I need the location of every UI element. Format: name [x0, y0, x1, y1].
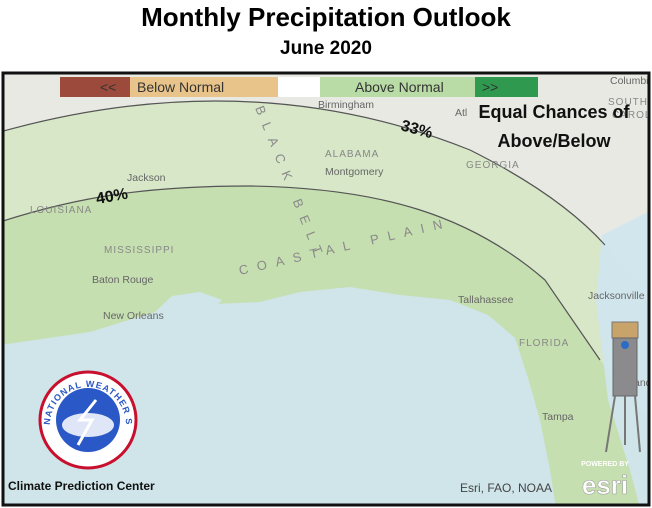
legend-label: Below Normal	[137, 79, 224, 95]
title: Monthly Precipitation Outlook	[141, 2, 511, 32]
legend-swatch	[278, 77, 320, 97]
legend-swatch	[60, 77, 130, 97]
legend-label: >>	[482, 79, 498, 95]
place: Jackson	[127, 172, 166, 184]
place: Montgomery	[325, 166, 384, 178]
attribution: Esri, FAO, NOAA	[460, 481, 552, 495]
contour-33	[3, 100, 606, 246]
rain-gauge	[605, 321, 641, 453]
place: ALABAMA	[325, 149, 379, 160]
place: Baton Rouge	[92, 274, 153, 286]
subtitle: June 2020	[280, 38, 372, 59]
legend-swatch	[130, 77, 278, 97]
place: New Orleans	[103, 310, 164, 322]
gulf-water	[3, 287, 556, 505]
place: FLORIDA	[519, 338, 569, 349]
place: Jacksonville	[588, 290, 645, 302]
place: Columbia	[610, 75, 652, 87]
place: CAROLINA	[612, 110, 652, 121]
annotation: Equal Chances of	[478, 102, 630, 122]
legend-label: <<	[100, 79, 116, 95]
esri-logo: esri	[582, 470, 628, 500]
place: GEORGIA	[466, 160, 520, 171]
powered-by: POWERED BY	[581, 461, 629, 468]
legend-swatch	[320, 77, 475, 97]
contour-label: 40%	[95, 186, 129, 208]
contour-40	[3, 185, 601, 361]
caption: Climate Prediction Center	[8, 479, 155, 493]
map-frame	[1, 71, 651, 507]
legend-label: Above Normal	[355, 79, 444, 95]
place: LOUISIANA	[30, 205, 92, 216]
annotation: Above/Below	[497, 131, 611, 151]
place: Atl	[455, 107, 467, 119]
place: Tampa	[542, 411, 574, 423]
place: Tallahassee	[458, 294, 514, 306]
place: MISSISSIPPI	[104, 245, 174, 256]
place: Birmingham	[318, 99, 374, 111]
legend-swatch	[475, 77, 538, 97]
place: SOUTH	[608, 97, 648, 108]
